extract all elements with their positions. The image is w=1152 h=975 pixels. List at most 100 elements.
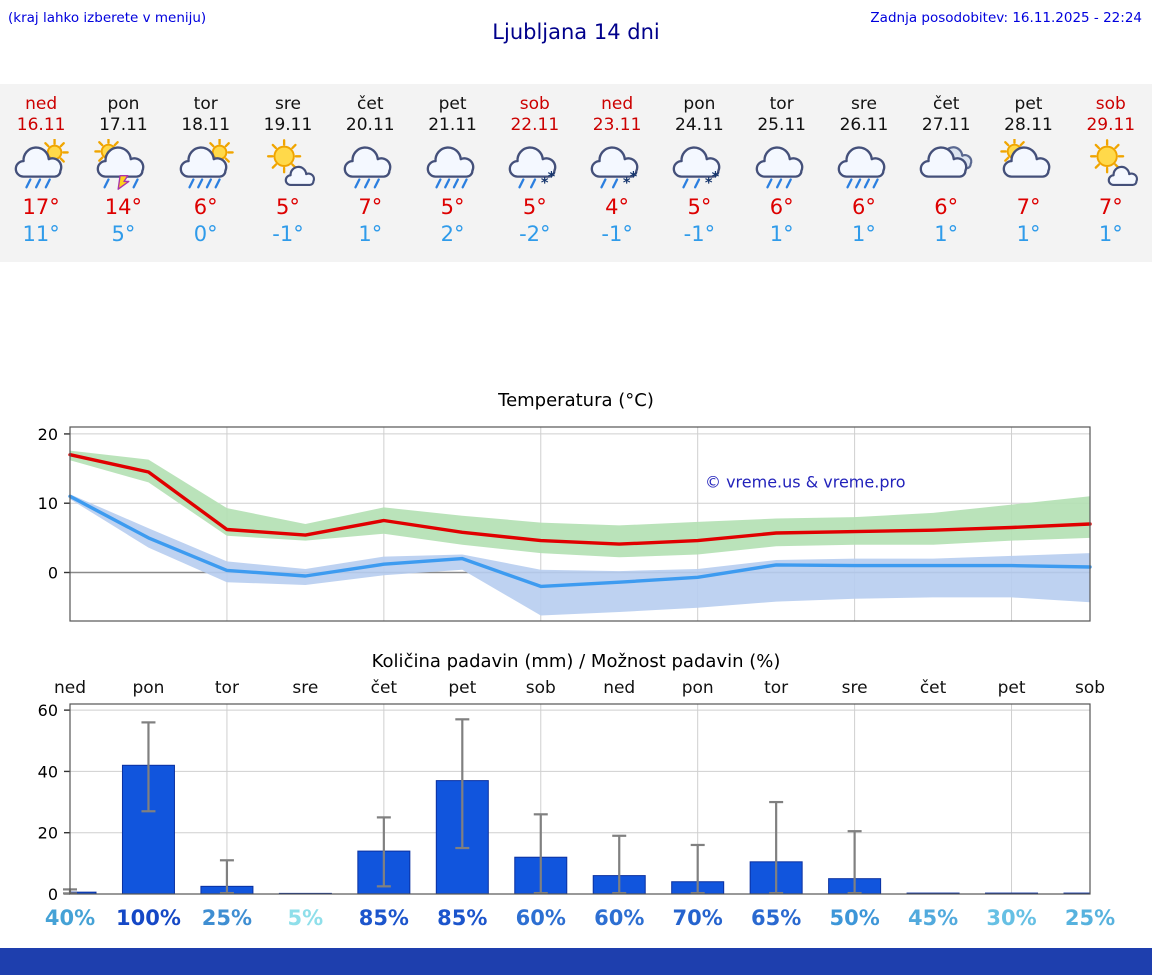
day-name: sob	[519, 94, 550, 114]
temp-min: 2°	[440, 222, 465, 246]
forecast-strip: ned 16.11 17° 11° pon 17.11 14° 5° tor 18.11 6° 0° s…	[0, 84, 1152, 262]
y-tick-label: 20	[38, 425, 58, 444]
precip-probability: 60%	[594, 906, 644, 930]
precip-probability: 85%	[359, 906, 409, 930]
t-min-line	[68, 494, 1092, 589]
precip-probability: 25%	[202, 906, 252, 930]
day-date: 20.11	[345, 115, 395, 135]
precip-probability: 25%	[1065, 906, 1115, 930]
forecast-day-20.11[interactable]: čet 20.11 7° 1°	[329, 94, 411, 248]
day-name: pet	[438, 94, 467, 114]
page-header: (kraj lahko izberete v meniju) Ljubljana…	[0, 0, 1152, 56]
menu-hint-note: (kraj lahko izberete v meniju)	[8, 10, 207, 26]
precip-day-label: sre	[842, 678, 868, 698]
day-name: sob	[1095, 94, 1126, 114]
forecast-day-18.11[interactable]: tor 18.11 6° 0°	[165, 94, 247, 248]
temperature-chart: 0 10 20 © vreme.us & vreme.pro	[38, 425, 1092, 622]
day-date: 23.11	[592, 115, 642, 135]
day-date: 24.11	[675, 115, 724, 135]
temp-max: 17°	[22, 195, 60, 219]
temp-max: 5°	[276, 195, 300, 219]
temp-min: -2°	[519, 222, 551, 246]
day-name: čet	[932, 94, 960, 114]
svg-text:*: *	[548, 169, 556, 185]
t-max-line	[68, 453, 1092, 546]
day-name: ned	[25, 94, 58, 114]
temp-min: 1°	[852, 222, 876, 246]
forecast-day-25.11[interactable]: tor 25.11 6° 1°	[741, 94, 823, 248]
plot-border	[69, 426, 1091, 622]
weather-icon-cell: * *	[494, 136, 576, 191]
sun-small-cloud-icon	[266, 139, 315, 186]
precip-day-label: čet	[371, 678, 398, 698]
rain-icon	[343, 146, 392, 189]
temp-min: 1°	[1016, 222, 1041, 246]
temp-min: 5°	[111, 222, 136, 246]
weather-icon-cell	[823, 136, 905, 190]
day-date: 27.11	[921, 115, 971, 135]
forecast-day-27.11[interactable]: čet 27.11 6° 1°	[905, 94, 987, 248]
weather-icon-cell	[1070, 136, 1152, 190]
day-name: pon	[107, 94, 140, 114]
forecast-day-23.11[interactable]: ned 23.11 * * 4° -1°	[576, 94, 658, 248]
day-name: pet	[1014, 94, 1043, 114]
svg-text:*: *	[623, 175, 631, 191]
watermark: © vreme.us & vreme.pro	[705, 472, 906, 491]
day-date: 25.11	[757, 115, 806, 135]
temperature-section: Temperatura (°C) 0 10 20 © vreme.us & vreme…	[0, 388, 1152, 645]
forecast-day-22.11[interactable]: sob 22.11 * * 5° -2°	[494, 94, 576, 248]
weather-icon-cell	[411, 136, 493, 190]
weather-icon-cell	[82, 136, 164, 190]
y-tick-label: 0	[48, 885, 58, 904]
day-date: 26.11	[839, 115, 889, 135]
precip-probability: 30%	[986, 906, 1036, 930]
precip-probability: 40%	[45, 906, 95, 930]
forecast-day-16.11[interactable]: ned 16.11 17° 11°	[0, 94, 82, 248]
weather-icon-cell	[165, 136, 247, 190]
sun-storm-icon	[94, 137, 145, 190]
day-name: sre	[850, 94, 877, 114]
last-update-label: Zadnja posodobitev: 16.11.2025 - 22:24	[870, 10, 1142, 26]
sleet-icon: * *	[673, 146, 721, 191]
precip-probability: 60%	[516, 906, 566, 930]
forecast-day-26.11[interactable]: sre 26.11 6° 1°	[823, 94, 905, 248]
day-date: 17.11	[99, 115, 148, 135]
forecast-day-21.11[interactable]: pet 21.11 5° 2°	[411, 94, 493, 248]
temp-min: 1°	[358, 222, 383, 246]
forecast-day-29.11[interactable]: sob 29.11 7° 1°	[1070, 94, 1152, 248]
partly-cloudy-icon	[999, 137, 1050, 178]
temp-max: 7°	[358, 195, 383, 219]
temp-max: 7°	[1098, 195, 1123, 219]
day-date: 28.11	[1004, 115, 1053, 135]
forecast-day-28.11[interactable]: pet 28.11 7° 1°	[987, 94, 1069, 248]
day-name: tor	[769, 94, 794, 114]
day-name: ned	[601, 94, 634, 114]
sun-heavy-rain-icon	[179, 138, 234, 189]
precip-day-label: pon	[682, 678, 714, 698]
day-date: 21.11	[428, 115, 477, 135]
svg-text:*: *	[705, 175, 713, 191]
forecast-day-17.11[interactable]: pon 17.11 14° 5°	[82, 94, 164, 248]
y-tick-label: 0	[48, 564, 58, 583]
precip-day-label: čet	[920, 678, 947, 698]
precip-probability: 70%	[673, 906, 723, 930]
temp-max: 6°	[852, 195, 876, 219]
forecast-day-24.11[interactable]: pon 24.11 * * 5° -1°	[658, 94, 740, 248]
svg-text:*: *	[541, 175, 549, 191]
temp-max: 6°	[193, 195, 218, 219]
sleet-icon: * *	[590, 146, 639, 191]
y-tick-label: 60	[38, 701, 58, 720]
weather-icon-cell	[741, 136, 823, 190]
day-date: 22.11	[510, 115, 560, 135]
day-name: tor	[193, 94, 218, 114]
precip-day-label: pon	[132, 678, 164, 698]
weather-icon-cell	[905, 136, 987, 190]
forecast-day-19.11[interactable]: sre 19.11 5° -1°	[247, 94, 329, 248]
precipitation-chart-title: Količina padavin (mm) / Možnost padavin …	[371, 651, 781, 672]
day-name: čet	[357, 94, 384, 114]
weather-icon-cell: * *	[658, 136, 740, 191]
temp-max: 7°	[1016, 195, 1041, 219]
precip-day-label: ned	[54, 678, 86, 698]
day-date: 19.11	[263, 115, 313, 135]
temp-min: 1°	[934, 222, 959, 246]
